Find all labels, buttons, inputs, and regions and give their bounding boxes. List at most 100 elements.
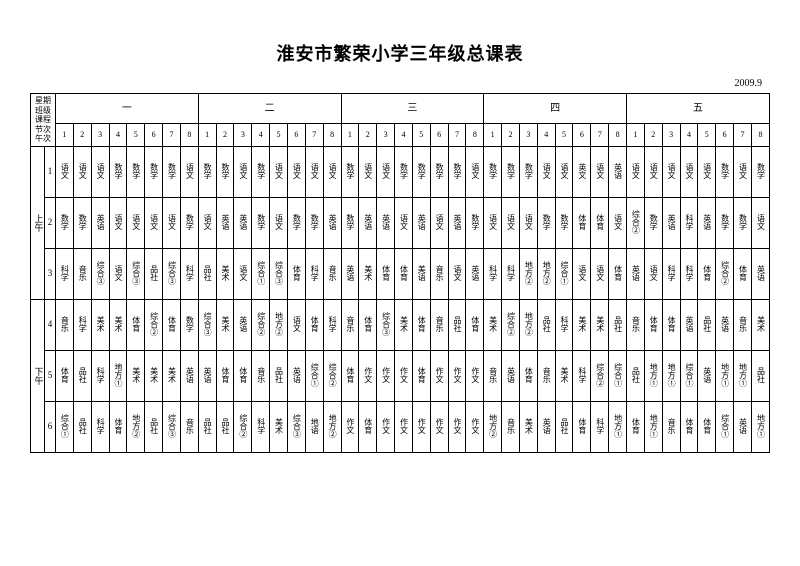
subject-cell: 音乐 [56,299,74,350]
subject-cell: 综合② [323,350,341,401]
subject-cell: 语文 [56,146,74,197]
subject-cell: 数学 [180,197,198,248]
subject-cell: 美术 [163,350,181,401]
subject-cell: 英语 [91,197,109,248]
subject-cell: 英语 [216,197,234,248]
subject-cell: 音乐 [430,299,448,350]
subject-cell: 综合① [680,350,698,401]
day-header: 一 [56,94,199,124]
class-num-header: 1 [484,124,502,147]
subject-cell: 体育 [698,248,716,299]
subject-cell: 英语 [466,248,484,299]
subject-cell: 作文 [377,350,395,401]
subject-cell: 语文 [466,146,484,197]
class-num-header: 5 [270,124,288,147]
subject-cell: 语文 [555,146,573,197]
subject-cell: 体育 [662,299,680,350]
subject-cell: 体育 [680,401,698,452]
subject-cell: 语文 [609,197,627,248]
subject-cell: 语文 [180,146,198,197]
subject-cell: 综合② [502,299,520,350]
subject-cell: 科学 [91,401,109,452]
class-num-header: 8 [609,124,627,147]
subject-cell: 英语 [377,197,395,248]
subject-cell: 数学 [395,146,413,197]
subject-cell: 语文 [519,197,537,248]
subject-cell: 语文 [287,146,305,197]
subject-cell: 音乐 [252,350,270,401]
subject-cell: 品社 [751,350,769,401]
subject-cell: 体育 [359,401,377,452]
subject-cell: 音乐 [73,248,91,299]
subject-cell: 美术 [109,299,127,350]
subject-cell: 语文 [627,146,645,197]
header-corner: 星期班级课程节次午次 [31,94,56,147]
subject-cell: 英语 [287,350,305,401]
subject-cell: 音乐 [734,299,752,350]
subject-cell: 体育 [519,350,537,401]
subject-cell: 美术 [395,299,413,350]
subject-cell: 科学 [180,248,198,299]
subject-cell: 语文 [395,197,413,248]
subject-cell: 数学 [216,146,234,197]
subject-cell: 语文 [644,248,662,299]
subject-cell: 英语 [734,401,752,452]
subject-cell: 作文 [430,401,448,452]
subject-cell: 地方① [644,350,662,401]
subject-cell: 数学 [502,146,520,197]
subject-cell: 语文 [109,197,127,248]
subject-cell: 综合① [609,350,627,401]
subject-cell: 体育 [627,401,645,452]
subject-cell: 英语 [412,197,430,248]
class-num-header: 5 [698,124,716,147]
subject-cell: 综合① [252,248,270,299]
subject-cell: 美术 [127,350,145,401]
subject-cell: 音乐 [502,401,520,452]
subject-cell: 综合① [716,401,734,452]
class-num-header: 2 [216,124,234,147]
class-num-header: 2 [73,124,91,147]
subject-cell: 数学 [412,146,430,197]
subject-cell: 体育 [341,350,359,401]
subject-cell: 科学 [252,401,270,452]
subject-cell: 地语 [305,401,323,452]
subject-cell: 英语 [680,299,698,350]
subject-cell: 语文 [662,146,680,197]
subject-cell: 语文 [270,146,288,197]
subject-cell: 美术 [91,299,109,350]
subject-cell: 数学 [252,146,270,197]
class-num-header: 6 [716,124,734,147]
subject-cell: 科学 [56,248,74,299]
class-num-header: 2 [644,124,662,147]
subject-cell: 语文 [448,248,466,299]
subject-cell: 美语 [412,248,430,299]
subject-cell: 音乐 [627,299,645,350]
subject-cell: 品社 [537,299,555,350]
class-num-header: 8 [466,124,484,147]
subject-cell: 体育 [127,299,145,350]
subject-cell: 综合③ [91,248,109,299]
subject-cell: 语文 [734,146,752,197]
subject-cell: 科学 [680,197,698,248]
subject-cell: 综合③ [377,299,395,350]
subject-cell: 品社 [609,299,627,350]
subject-cell: 体育 [698,401,716,452]
subject-cell: 科学 [323,299,341,350]
subject-cell: 语文 [359,146,377,197]
subject-cell: 语文 [591,146,609,197]
subject-cell: 音乐 [484,350,502,401]
subject-cell: 综合③ [287,401,305,452]
subject-cell: 品社 [198,401,216,452]
class-num-header: 5 [412,124,430,147]
thead: 星期班级课程节次午次一二三四五1234567812345678123456781… [31,94,770,147]
subject-cell: 数学 [341,146,359,197]
subject-cell: 体育 [412,350,430,401]
subject-cell: 数学 [163,146,181,197]
subject-cell: 综合② [591,350,609,401]
period-label: 3 [45,248,56,299]
subject-cell: 地方② [519,299,537,350]
subject-cell: 体育 [109,401,127,452]
subject-cell: 地方② [323,401,341,452]
subject-cell: 语文 [430,197,448,248]
class-num-header: 6 [573,124,591,147]
